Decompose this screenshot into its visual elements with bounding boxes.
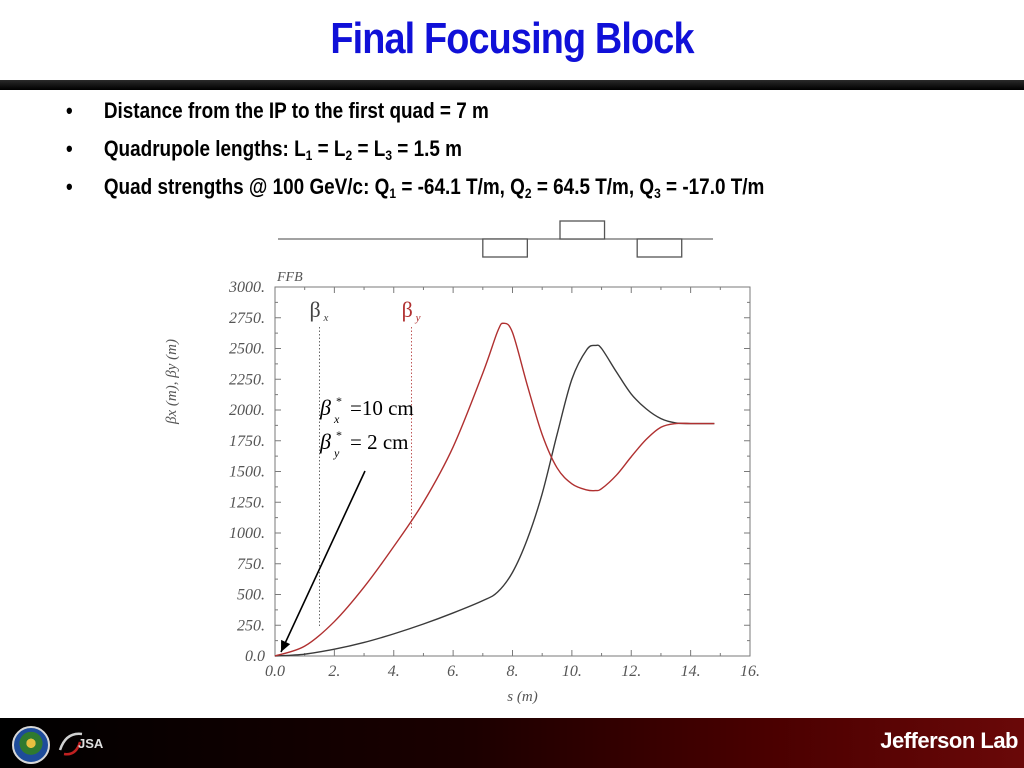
footer-bar: JSA Jefferson Lab xyxy=(0,718,1024,768)
y-tick-label: 1250. xyxy=(229,494,265,511)
bullet-icon: • xyxy=(66,98,73,123)
chart-axes xyxy=(274,286,751,657)
y-tick-label: 2500. xyxy=(229,341,265,358)
y-tick-label: 0.0 xyxy=(245,648,265,665)
title-rule xyxy=(0,80,1024,90)
bullet-text: Quad strengths @ 100 GeV/c: Q xyxy=(103,174,390,199)
bullet-text: Distance from the IP to the first quad =… xyxy=(103,98,489,123)
bullet-icon: • xyxy=(66,136,73,161)
legend-label: β xyxy=(310,297,321,322)
annotation-superscript: * xyxy=(336,394,342,408)
slide-title: Final Focusing Block xyxy=(330,14,694,63)
x-tick-label: 2. xyxy=(328,663,340,680)
y-tick-label: 250. xyxy=(237,617,265,634)
y-tick-label: 2750. xyxy=(229,310,265,327)
bullet-item: • Quadrupole lengths: L1 = L2 = L3 = 1.5 … xyxy=(66,136,764,174)
subscript: 3 xyxy=(385,147,393,163)
subscript: 1 xyxy=(305,147,313,163)
x-tick-label: 6. xyxy=(447,663,459,680)
legend-subscript: y xyxy=(415,312,421,324)
annotation-beta: β xyxy=(319,395,331,420)
quadrupole-magnet xyxy=(559,220,606,240)
bullet-text: Quadrupole lengths: L xyxy=(103,136,306,161)
chart-series xyxy=(274,322,715,657)
jefferson-lab-logo: Jefferson Lab xyxy=(880,728,1018,753)
y-tick-label: 1000. xyxy=(229,525,265,542)
y-tick-label: 2250. xyxy=(229,371,265,388)
bullet-text: = 1.5 m xyxy=(392,136,462,161)
subscript: 2 xyxy=(524,185,532,201)
bullet-text: = L xyxy=(312,136,346,161)
chart-annotation: β * x =10 cm β * y = 2 cm xyxy=(280,394,414,653)
annotation-arrow xyxy=(280,470,366,653)
bullet-text: = L xyxy=(352,136,386,161)
chart-ticks: 0.0 2. 4. 6. 8. 10. 12. 14. 16. 0.0 250. 500. 750. 10… xyxy=(164,270,760,705)
annotation-superscript: * xyxy=(336,428,342,442)
x-tick-label: 8. xyxy=(507,663,519,680)
bullet-text: = -17.0 T/m xyxy=(660,174,765,199)
legend-label: β xyxy=(402,297,413,322)
bullet-icon: • xyxy=(66,174,73,199)
y-tick-label: 3000. xyxy=(228,279,265,296)
y-tick-label: 1750. xyxy=(229,433,265,450)
subscript: 2 xyxy=(345,147,353,163)
beta-function-chart: 0.0 2. 4. 6. 8. 10. 12. 14. 16. 0.0 250. 500. 750. 10… xyxy=(164,220,760,705)
subscript: 3 xyxy=(654,185,661,201)
annotation-value: =10 cm xyxy=(350,396,414,420)
legend-subscript: x xyxy=(323,312,329,324)
annotation-beta: β xyxy=(319,429,331,454)
annotation-subscript: y xyxy=(333,446,340,460)
x-axis-label: s (m) xyxy=(507,689,537,705)
bullet-list: • Distance from the IP to the first quad … xyxy=(66,98,878,212)
jsa-logo-icon: JSA xyxy=(58,732,104,756)
x-tick-label: 14. xyxy=(681,663,701,680)
bullet-item: • Quad strengths @ 100 GeV/c: Q1 = -64.1 … xyxy=(66,174,764,212)
annotation-subscript: x xyxy=(333,412,340,426)
y-tick-label: 1500. xyxy=(229,464,265,481)
svg-text:JSA: JSA xyxy=(78,736,104,751)
x-tick-label: 4. xyxy=(388,663,400,680)
series-line-βy xyxy=(274,322,715,657)
y-tick-label: 750. xyxy=(237,556,265,573)
plot-frame xyxy=(274,286,751,657)
arrow-head-icon xyxy=(281,639,291,652)
x-tick-label: 12. xyxy=(621,663,641,680)
quadrupole-magnet xyxy=(482,238,528,258)
title-bar: Final Focusing Block xyxy=(0,0,1024,80)
subscript: 1 xyxy=(389,185,397,201)
x-tick-label: 10. xyxy=(562,663,582,680)
series-line-βx xyxy=(274,344,715,657)
quadrupole-magnet xyxy=(636,238,683,258)
x-tick-label: 16. xyxy=(740,663,760,680)
y-tick-label: 2000. xyxy=(229,402,265,419)
bullet-text: = -64.1 T/m, Q xyxy=(396,174,525,199)
bullet-text: = 64.5 T/m, Q xyxy=(531,174,655,199)
annotation-value: = 2 cm xyxy=(350,430,409,454)
doe-seal-icon xyxy=(12,726,50,764)
x-tick-label: 0.0 xyxy=(265,663,285,680)
bullet-item: • Distance from the IP to the first quad … xyxy=(66,98,764,136)
y-tick-label: 500. xyxy=(237,587,265,604)
corner-label: FFB xyxy=(276,270,303,285)
y-axis-label: βx (m), βy (m) xyxy=(164,339,180,425)
lattice-diagram xyxy=(278,220,713,258)
